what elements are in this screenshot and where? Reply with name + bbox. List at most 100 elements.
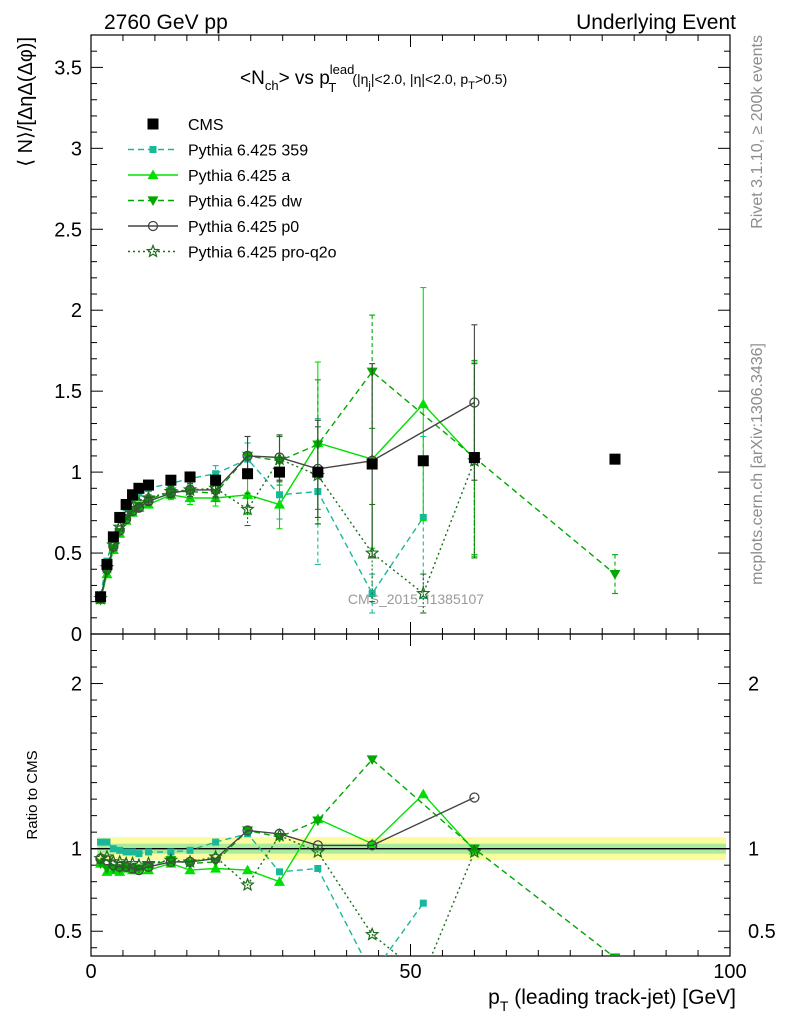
data-point	[97, 838, 105, 846]
data-point	[467, 844, 482, 859]
legend: CMS Pythia 6.425 359 Pythia 6.425 a Pythia …	[128, 117, 337, 262]
y-tick-label: 0	[71, 624, 82, 646]
x-tick-label: 0	[85, 961, 96, 983]
data-point	[129, 848, 137, 856]
ratio-ylabel: Ratio to CMS	[24, 750, 41, 839]
data-point	[364, 545, 380, 560]
y-tick-label: 2	[71, 300, 82, 322]
series-line	[99, 403, 475, 601]
legend-label: Pythia 6.425 pro-q2o	[188, 245, 337, 262]
series-line	[99, 370, 616, 601]
data-point	[95, 591, 107, 603]
y-tick-label: 1.5	[54, 381, 82, 403]
data-point	[242, 864, 254, 875]
data-point	[210, 862, 222, 873]
y-tick-label: 3.5	[54, 57, 82, 79]
data-point	[163, 852, 179, 867]
data-point	[314, 864, 322, 872]
data-point	[609, 569, 621, 580]
legend-label: Pythia 6.425 dw	[188, 194, 302, 211]
legend-item: Pythia 6.425 359	[128, 143, 308, 160]
data-point	[242, 468, 254, 480]
main-ylabel: ⟨ N⟩/[ΔηΔ(Δφ)]	[15, 37, 37, 167]
series-pythia-6-425-a	[95, 287, 480, 605]
legend-label: CMS	[188, 117, 224, 134]
legend-label: Pythia 6.425 p0	[188, 219, 299, 236]
data-point	[165, 474, 177, 486]
data-point	[272, 827, 287, 842]
series-pythia-6-425-359	[97, 830, 427, 978]
data-point	[312, 816, 324, 827]
mcplots-label: mcplots.cern.ch [arXiv:1306.3436]	[749, 343, 766, 585]
legend-marker	[147, 220, 159, 232]
data-point	[212, 838, 220, 846]
main-panel: 0 0.5 1 1.5 2 2.5 3 3.5	[54, 34, 731, 646]
data-point	[141, 855, 156, 870]
data-point	[165, 856, 177, 868]
data-point	[116, 846, 124, 854]
data-point	[107, 531, 119, 543]
data-point	[106, 537, 121, 552]
data-point	[112, 519, 128, 534]
legend-marker	[149, 146, 157, 153]
main-frame	[90, 34, 731, 635]
data-point	[210, 853, 221, 864]
data-point	[184, 864, 196, 875]
data-point	[143, 861, 154, 872]
data-point	[182, 854, 198, 869]
data-point	[468, 844, 480, 855]
data-point	[240, 877, 255, 892]
x-tick-label: 50	[399, 961, 421, 983]
data-point	[101, 558, 113, 570]
legend-item: Pythia 6.425 a	[128, 168, 290, 185]
data-point	[274, 466, 286, 478]
data-point	[125, 855, 140, 870]
y-tick-label: 0.5	[54, 543, 82, 565]
data-point	[310, 844, 326, 859]
data-point	[364, 926, 380, 941]
data-point	[112, 854, 128, 869]
data-point	[274, 876, 286, 886]
xlabel: pT (leading track-jet) [GeV]	[488, 986, 736, 1014]
data-point	[120, 498, 132, 510]
main-title: <Nch> vs plead T(|ηj|<2.0, |η|<2.0, pT>0.…	[240, 62, 507, 95]
data-point	[122, 848, 130, 856]
legend-item: Pythia 6.425 pro-q2o	[128, 243, 337, 262]
data-point	[417, 455, 429, 467]
data-point	[417, 398, 429, 409]
main-series	[93, 287, 621, 614]
ratio-frame	[90, 633, 731, 957]
data-point	[276, 868, 284, 876]
y-tick-label: 3	[71, 138, 82, 160]
data-point	[242, 825, 253, 836]
legend-marker	[147, 118, 159, 130]
legend-item: Pythia 6.425 p0	[128, 219, 299, 236]
data-point	[133, 482, 145, 494]
x-tick-label: 100	[713, 961, 746, 983]
data-point	[184, 492, 196, 503]
series-line	[99, 458, 476, 599]
series-line	[100, 833, 424, 956]
data-point	[141, 490, 156, 505]
ratio-y-tick-label-right: 2	[748, 674, 759, 696]
data-point	[163, 483, 179, 498]
y-tick-label: 2.5	[54, 219, 82, 241]
data-point	[468, 452, 480, 464]
data-point	[369, 971, 376, 978]
data-point	[212, 470, 220, 478]
data-point	[274, 498, 286, 509]
legend-marker	[145, 243, 161, 258]
ratio-series	[93, 755, 621, 978]
header-left: 2760 GeV pp	[104, 11, 228, 34]
data-point	[609, 453, 621, 465]
legend-marker	[147, 196, 159, 206]
header-right: Underlying Event	[576, 11, 736, 34]
data-point	[416, 585, 431, 600]
data-point	[609, 953, 621, 956]
data-point	[242, 450, 253, 462]
data-point	[167, 848, 175, 856]
series-pythia-6-425-pro-q2o	[93, 827, 482, 956]
data-point	[240, 501, 255, 516]
